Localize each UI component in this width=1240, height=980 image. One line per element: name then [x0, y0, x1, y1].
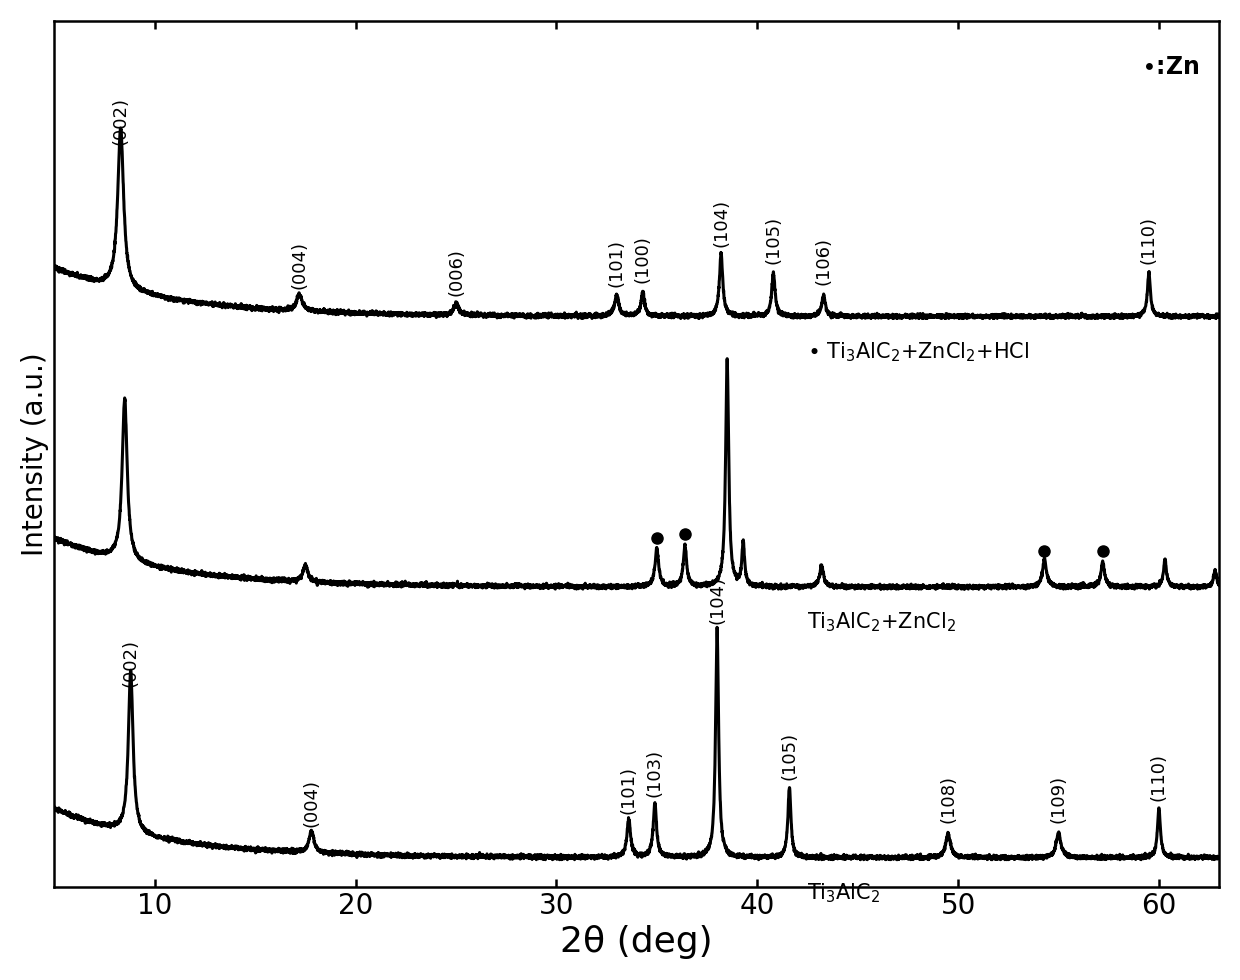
Text: (104): (104) [708, 576, 727, 624]
Y-axis label: Intensity (a.u.): Intensity (a.u.) [21, 352, 48, 556]
Text: (103): (103) [646, 750, 663, 798]
Text: $\bullet$ Ti$_3$AlC$_2$+ZnCl$_2$+HCl: $\bullet$ Ti$_3$AlC$_2$+ZnCl$_2$+HCl [807, 340, 1029, 364]
Text: (106): (106) [815, 237, 832, 285]
X-axis label: 2θ (deg): 2θ (deg) [560, 925, 713, 959]
Text: (004): (004) [290, 241, 309, 289]
Text: (100): (100) [634, 235, 652, 283]
Text: (109): (109) [1049, 775, 1068, 823]
Text: (002): (002) [122, 639, 140, 687]
Text: Ti$_3$AlC$_2$: Ti$_3$AlC$_2$ [807, 881, 880, 905]
Text: (101): (101) [608, 239, 626, 287]
Text: (101): (101) [620, 765, 637, 813]
Text: (105): (105) [780, 731, 799, 780]
Text: (006): (006) [448, 248, 465, 296]
Text: (104): (104) [712, 199, 730, 247]
Text: (108): (108) [939, 775, 957, 823]
Text: Ti$_3$AlC$_2$+ZnCl$_2$: Ti$_3$AlC$_2$+ZnCl$_2$ [807, 611, 956, 634]
Text: (002): (002) [112, 97, 130, 145]
Text: (110): (110) [1140, 217, 1158, 265]
Text: (110): (110) [1149, 754, 1168, 802]
Text: (105): (105) [764, 217, 782, 265]
Text: $\bullet$:Zn: $\bullet$:Zn [1141, 56, 1199, 79]
Text: (004): (004) [303, 779, 320, 827]
